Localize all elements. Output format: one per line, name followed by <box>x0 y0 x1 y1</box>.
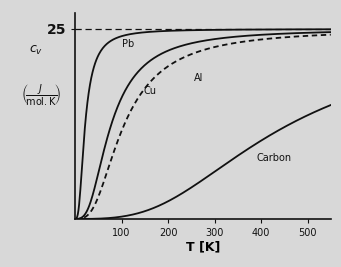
X-axis label: T [K]: T [K] <box>186 241 220 254</box>
Text: $\left(\!\dfrac{J}{\mathrm{mol.K}}\!\right)$: $\left(\!\dfrac{J}{\mathrm{mol.K}}\!\rig… <box>21 83 62 108</box>
Text: Cu: Cu <box>144 86 157 96</box>
Text: Al: Al <box>194 73 203 83</box>
Text: Pb: Pb <box>121 39 134 49</box>
Text: $c_v$: $c_v$ <box>29 44 43 57</box>
Text: Carbon: Carbon <box>256 153 292 163</box>
